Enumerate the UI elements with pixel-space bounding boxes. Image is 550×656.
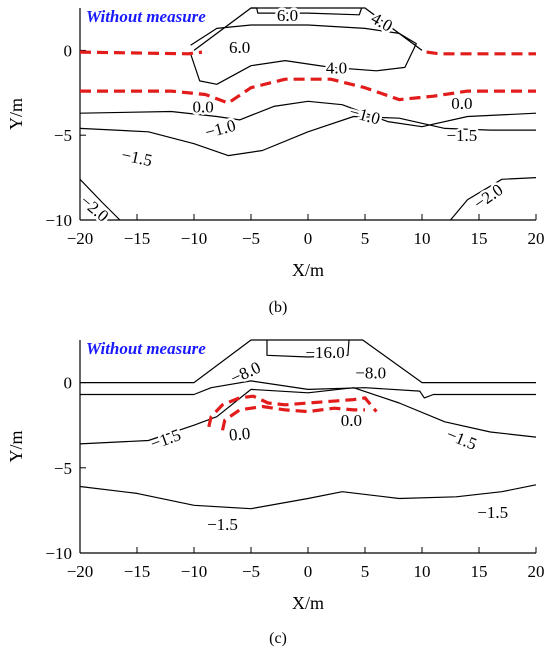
contour-label-halo: 0.0 (228, 424, 251, 445)
chart-panel-1: −20 −15 −10 −5 0 5 10 15 200−5−10X/mY/m6.06.06.0… (6, 3, 545, 316)
contour-line (80, 380, 536, 399)
contour-label: −8.0 (355, 363, 386, 382)
contour-line (79, 178, 121, 221)
chart-panel-2: −20 −15 −10 −5 0 5 10 15 200−5−10X/mY/m−16.0−16.… (6, 339, 545, 647)
contour-line (79, 100, 537, 128)
contour-label: −1.5 (148, 425, 183, 453)
contour-line (266, 339, 350, 358)
y-axis-label: Y/m (6, 430, 26, 462)
annotation-text: Without measure (86, 339, 206, 358)
contour-label: −1.0 (348, 102, 383, 128)
x-tick-label: −10 (181, 229, 208, 248)
x-tick-label: 5 (361, 562, 370, 581)
contour-label: −2.0 (470, 180, 506, 213)
contour-label: 0.0 (341, 411, 362, 430)
contour-label-halo: −16.0 (305, 343, 344, 362)
y-tick-label: 0 (64, 41, 73, 60)
contour-label: 0.0 (451, 94, 472, 113)
contour-label-halo: −1.5 (477, 503, 508, 522)
contour-label: 6.0 (229, 38, 250, 57)
contour-label: −16.0 (305, 343, 344, 362)
contour-line (190, 24, 417, 85)
contour-label: 6.0 (277, 6, 298, 25)
contour-label: −1.5 (446, 126, 477, 145)
x-tick-label: 15 (471, 229, 488, 248)
y-tick-label: 0 (64, 374, 73, 393)
x-tick-label: −10 (181, 562, 208, 581)
contour-label-halo: 0.0 (341, 411, 362, 430)
contour-label-halo: −1.5 (446, 126, 477, 145)
contour-line (79, 387, 537, 445)
x-tick-label: 20 (528, 562, 545, 581)
x-tick-label: −15 (124, 562, 151, 581)
x-tick-label: −15 (124, 229, 151, 248)
y-tick-label: −5 (54, 126, 72, 145)
contour-label: 0.0 (228, 424, 251, 445)
contour-line (79, 115, 536, 157)
x-tick-label: −5 (242, 562, 260, 581)
contour-label-halo: 0.0 (451, 94, 472, 113)
contour-label-halo: 0.0 (192, 97, 213, 116)
contour-line (426, 50, 536, 56)
x-tick-label: 5 (361, 229, 370, 248)
contour-line (79, 484, 537, 510)
x-tick-label: −20 (67, 229, 94, 248)
x-tick-label: 0 (304, 562, 313, 581)
contour-label: −1.5 (477, 503, 508, 522)
contour-label: 4.0 (326, 58, 347, 77)
x-axis-label: X/m (292, 260, 324, 280)
contour-line (251, 7, 363, 16)
contour-label: 0.0 (192, 97, 213, 116)
contour-line (79, 50, 203, 56)
contour-label-halo: −1.5 (207, 515, 238, 534)
contour-label-halo: −8.0 (355, 363, 386, 382)
x-tick-label: 10 (414, 562, 431, 581)
contour-label-halo: 6.0 (229, 38, 250, 57)
x-tick-label: 15 (471, 562, 488, 581)
y-axis-label: Y/m (6, 98, 26, 130)
contour-label-halo: 6.0 (277, 6, 298, 25)
y-tick-label: −5 (54, 459, 72, 478)
annotation-text: Without measure (86, 7, 206, 26)
contour-label: −1.0 (203, 116, 238, 142)
x-axis-label: X/m (292, 593, 324, 613)
x-tick-label: 20 (528, 229, 545, 248)
contour-label: −1.5 (120, 145, 154, 170)
contour-line (207, 394, 378, 428)
panel-caption: (c) (269, 630, 287, 647)
embankment-outline (193, 7, 423, 51)
panel-caption: (b) (269, 299, 288, 316)
contour-line (220, 404, 365, 431)
y-tick-label: −10 (45, 211, 72, 230)
contour-label: −1.5 (207, 515, 238, 534)
contour-label: −1.5 (444, 425, 480, 454)
contour-label: −8.0 (228, 358, 264, 388)
contour-line (80, 339, 536, 384)
x-tick-label: 0 (304, 229, 313, 248)
contour-line (450, 177, 537, 221)
contour-line (80, 77, 536, 105)
x-tick-label: −20 (67, 562, 94, 581)
y-tick-label: −10 (45, 544, 72, 563)
x-tick-label: −5 (242, 229, 260, 248)
x-tick-label: 10 (414, 229, 431, 248)
contour-label-halo: 4.0 (326, 58, 347, 77)
